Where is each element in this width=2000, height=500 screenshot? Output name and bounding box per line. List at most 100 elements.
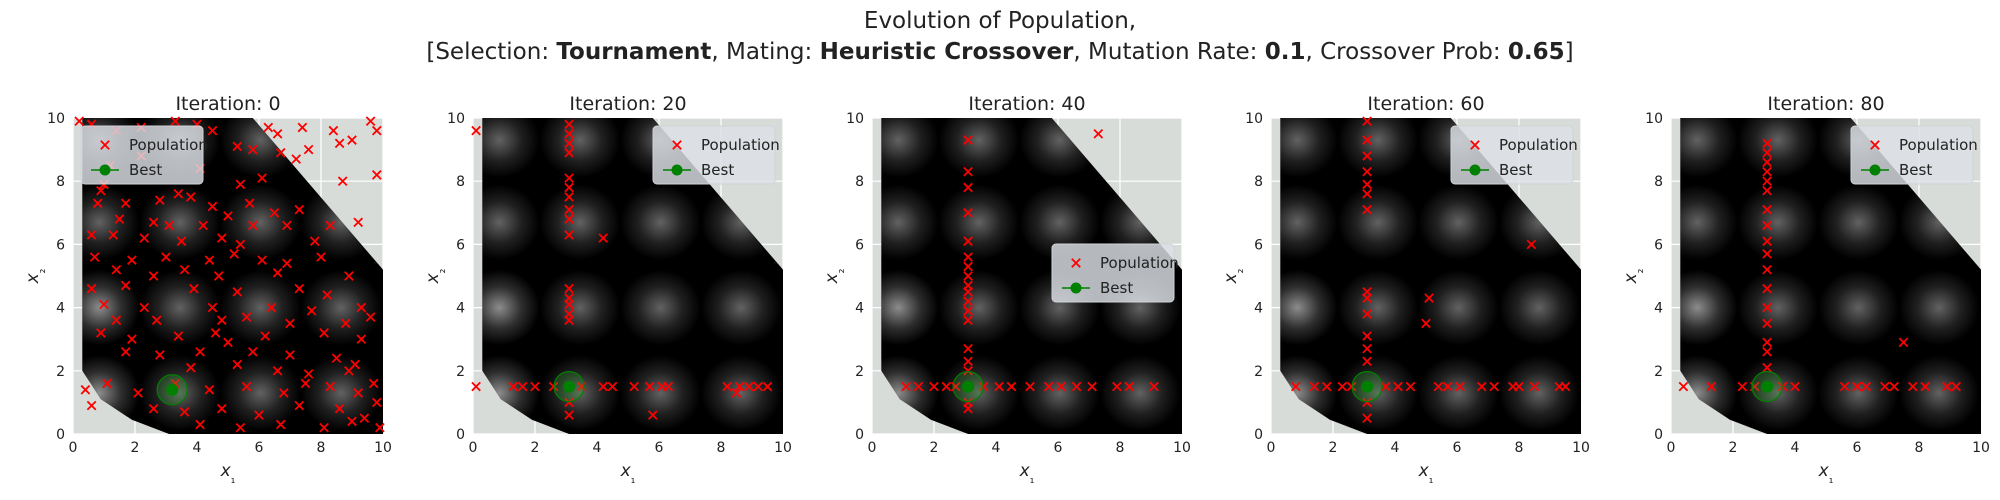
- landscape-bump: [620, 355, 701, 431]
- x-axis-label: x₁: [620, 461, 636, 486]
- best-point: [166, 383, 179, 396]
- legend-population-marker: [1470, 140, 1480, 150]
- population-point: [1489, 381, 1500, 392]
- population-point: [322, 290, 333, 300]
- population-point: [235, 179, 246, 190]
- x-tick-label: 6: [255, 440, 264, 456]
- population-point: [80, 384, 91, 395]
- population-point: [1362, 179, 1372, 190]
- population-point: [257, 255, 267, 266]
- population-point: [291, 154, 302, 164]
- subtitle-mutation-label: , Mutation Rate:: [1073, 39, 1265, 65]
- population-point: [154, 195, 165, 205]
- population-point: [1762, 166, 1772, 177]
- landscape-bump: [1337, 355, 1419, 431]
- population-point: [353, 217, 364, 228]
- population-point: [1889, 381, 1900, 392]
- y-tick-label: 8: [1654, 174, 1663, 190]
- x-axis-label: x₁: [1818, 461, 1834, 486]
- population-point: [325, 381, 336, 392]
- legend-best-label: Best: [701, 161, 734, 179]
- landscape-bump: [1818, 355, 1899, 431]
- population-point: [1839, 381, 1850, 392]
- y-tick-label: 2: [56, 364, 65, 380]
- landscape-bump: [1099, 355, 1181, 431]
- population-point: [1421, 318, 1431, 329]
- population-point: [734, 381, 745, 392]
- legend: Population Best: [1850, 125, 1978, 185]
- legend-population-label: Population: [701, 136, 780, 154]
- landscape-bump: [1818, 184, 1899, 261]
- population-point: [1124, 381, 1135, 392]
- population-point: [564, 182, 574, 193]
- y-tick-label: 0: [1654, 427, 1663, 443]
- chart-panel-0: 0 2 4 6 8 10 0 2 4 6 8 10 Iteration: 0 x₁ x₂ Population…: [23, 93, 392, 486]
- population-point: [1337, 381, 1348, 392]
- population-point: [275, 419, 286, 430]
- best-point: [563, 380, 576, 393]
- y-tick-label: 10: [1245, 111, 1263, 127]
- population-point: [1762, 264, 1772, 275]
- y-tick-label: 4: [855, 301, 864, 317]
- population-point: [1762, 302, 1772, 313]
- population-point: [1362, 309, 1372, 319]
- chart-panel-2: 0 2 4 6 8 10 0 2 4 6 8 10 Iteration: 40 x₁ x₂ Populatio…: [822, 93, 1191, 486]
- population-point: [1762, 337, 1772, 348]
- population-point: [1852, 381, 1862, 392]
- population-point: [1920, 381, 1931, 392]
- landscape-bump: [1818, 269, 1899, 346]
- population-point: [929, 381, 939, 392]
- legend: Population Best: [80, 125, 208, 185]
- subtitle-selection: Tournament: [556, 39, 712, 65]
- population-point: [114, 214, 125, 224]
- population-point: [204, 384, 215, 395]
- population-point: [176, 236, 187, 247]
- population-point: [1762, 204, 1772, 215]
- population-point: [86, 400, 97, 411]
- population-point: [1529, 381, 1540, 392]
- population-point: [96, 185, 106, 196]
- population-point: [963, 207, 973, 218]
- population-point: [325, 220, 336, 231]
- population-point: [294, 283, 305, 294]
- x-tick-label: 6: [1054, 440, 1063, 456]
- population-point: [629, 381, 640, 392]
- population-point: [282, 220, 292, 231]
- landscape-bump: [539, 118, 621, 179]
- population-point: [148, 271, 159, 281]
- population-point: [247, 144, 258, 155]
- population-point: [564, 173, 574, 183]
- legend: Population Best: [1450, 125, 1578, 185]
- population-point: [216, 233, 227, 243]
- x-tick-label: 0: [1667, 440, 1676, 456]
- landscape-bump: [1019, 184, 1100, 261]
- population-point: [1362, 343, 1372, 354]
- population-point: [148, 403, 159, 414]
- landscape-bump: [482, 118, 540, 179]
- y-tick-label: 4: [456, 301, 465, 317]
- population-point: [285, 350, 295, 360]
- population-point: [294, 204, 305, 215]
- legend-best-marker: [1070, 282, 1082, 294]
- population-point: [269, 207, 280, 218]
- population-point: [1362, 356, 1372, 367]
- population-point: [1790, 381, 1800, 392]
- landscape-bump: [1280, 118, 1338, 179]
- population-point: [195, 347, 205, 357]
- population-point: [316, 252, 326, 262]
- population-point: [139, 302, 150, 313]
- population-point: [198, 220, 209, 231]
- population-point: [1380, 381, 1391, 392]
- legend-best-label: Best: [1100, 279, 1133, 297]
- population-point: [1424, 293, 1434, 303]
- population-point: [247, 220, 258, 231]
- legend: Population Best: [1051, 243, 1179, 303]
- panel-title: Iteration: 20: [569, 93, 686, 115]
- y-axis-label: x₂: [23, 268, 48, 284]
- y-tick-label: 10: [846, 111, 864, 127]
- y-tick-label: 4: [1254, 301, 1263, 317]
- landscape-bump: [482, 184, 540, 261]
- landscape-bump: [1418, 355, 1499, 431]
- population-point: [1093, 128, 1104, 139]
- population-point: [1762, 318, 1772, 329]
